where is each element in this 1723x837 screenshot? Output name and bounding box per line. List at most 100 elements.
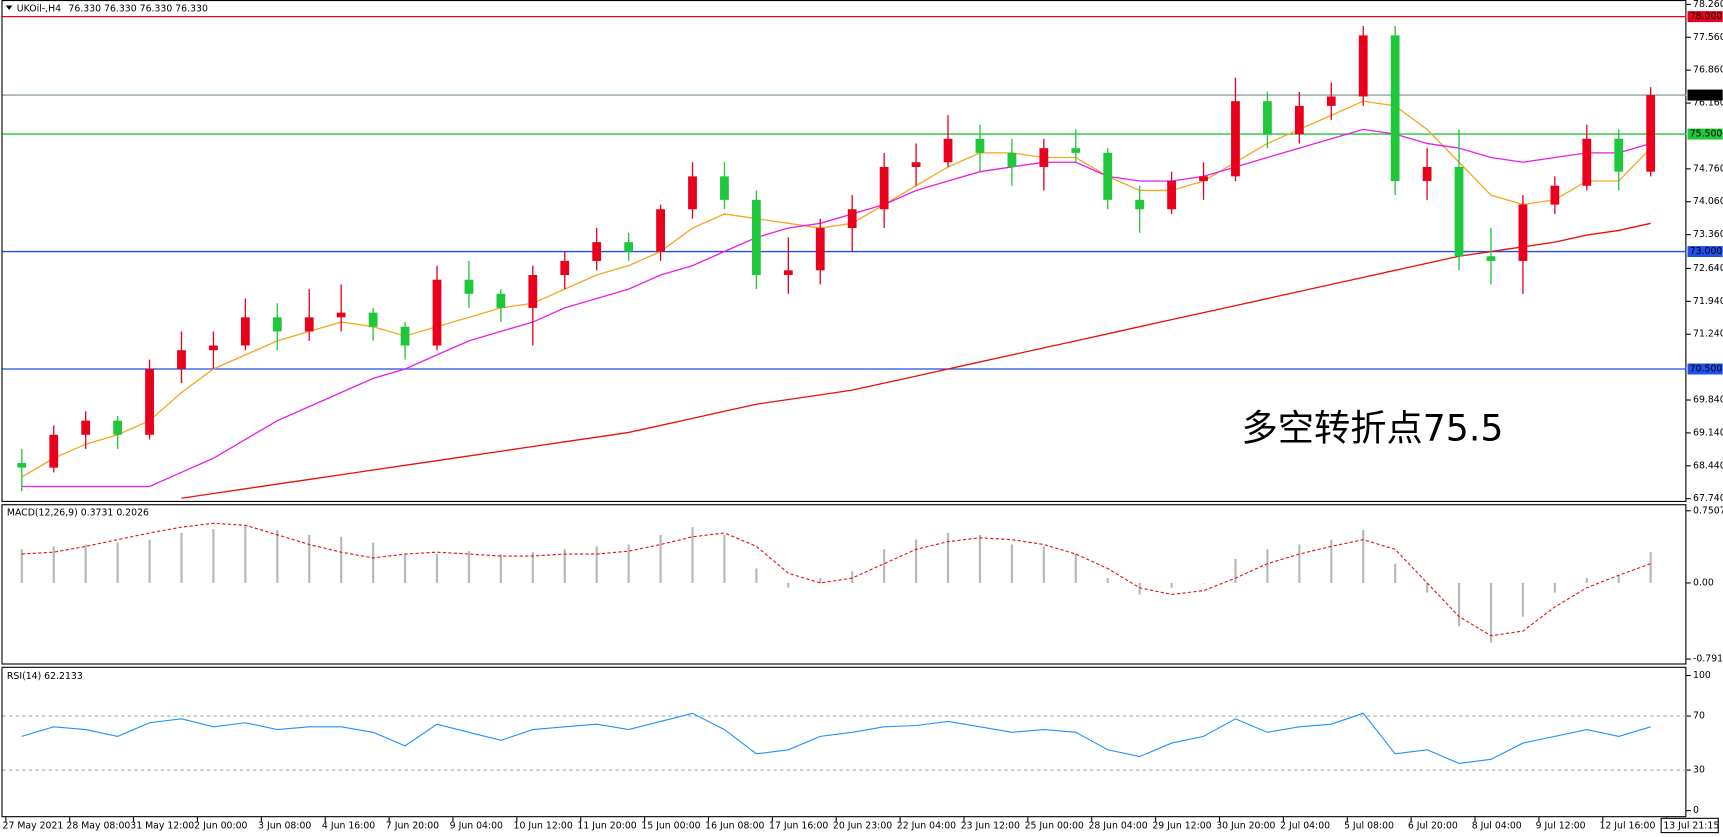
y-tick-label: 77.560 — [1693, 32, 1723, 43]
macd-bar — [180, 532, 183, 583]
macd-bar — [1266, 549, 1269, 583]
macd-bar — [244, 525, 247, 583]
symbol-menu-icon[interactable] — [5, 5, 13, 10]
level-label: 70.500 — [1690, 364, 1723, 375]
moving-average — [21, 100, 1652, 478]
x-tick-label: 6 Jul 20:00 — [1408, 821, 1458, 832]
x-tick-label: 2 Jul 04:00 — [1280, 821, 1330, 832]
macd-bar — [914, 539, 918, 583]
candle-body — [815, 228, 825, 271]
y-tick-label: 100 — [1693, 670, 1711, 681]
x-tick-label: 29 Jun 12:00 — [1152, 821, 1211, 832]
candle-body — [368, 312, 378, 327]
macd-bar — [1585, 578, 1588, 583]
macd-bar — [883, 549, 886, 583]
x-tick-label: 16 Jun 08:00 — [705, 821, 764, 832]
macd-signal — [21, 522, 1651, 637]
x-tick-label: 4 Jun 16:00 — [322, 821, 375, 832]
rsi-panel — [1, 666, 1687, 818]
macd-label: MACD(12,26,9) 0.3731 0.2026 — [7, 507, 149, 518]
macd-bar — [1457, 582, 1461, 627]
macd-bar — [84, 544, 87, 583]
x-tick-label: 3 Jun 08:00 — [258, 821, 311, 832]
candle-body — [1199, 176, 1208, 182]
macd-bar — [148, 539, 151, 583]
y-tick-label: 69.140 — [1693, 427, 1723, 438]
macd-bar — [499, 554, 502, 583]
candle-body — [1007, 152, 1017, 167]
quote: 76.330 76.330 76.330 76.330 — [68, 3, 208, 14]
macd-bar — [755, 568, 758, 583]
candle-body — [624, 242, 634, 252]
y-tick-label: 0 — [1693, 805, 1699, 816]
y-tick-label: 68.440 — [1693, 460, 1723, 471]
macd-bar — [946, 532, 950, 583]
macd-bar — [1106, 578, 1109, 583]
level-label: 73.000 — [1690, 246, 1723, 257]
macd-bar — [659, 534, 662, 583]
x-tick-label: 23 Jun 12:00 — [961, 821, 1020, 832]
x-tick-label: 22 Jun 04:00 — [897, 821, 956, 832]
candle-body — [847, 209, 857, 229]
candle-body — [720, 176, 729, 200]
candle-body — [496, 293, 506, 308]
x-tick-label: 15 Jun 00:00 — [641, 821, 700, 832]
macd-bar — [1362, 530, 1365, 583]
candle-body — [113, 420, 123, 435]
candle-body — [1422, 166, 1432, 182]
macd-bar — [851, 571, 854, 583]
y-tick-label: 69.840 — [1693, 395, 1723, 406]
candle-body — [400, 326, 410, 346]
candle-body — [656, 209, 665, 252]
x-tick-label: 28 May 08:00 — [66, 821, 130, 832]
moving-average — [21, 128, 1651, 488]
macd-bar — [340, 536, 343, 583]
candle-body — [688, 176, 697, 210]
annotation: 多空转折点75.5 — [1242, 407, 1504, 450]
x-tick-label: 31 May 12:00 — [130, 821, 194, 832]
x-tick-label: 17 Jun 16:00 — [769, 821, 828, 832]
x-tick-label: 20 Jun 23:00 — [833, 821, 892, 832]
macd-bar — [372, 542, 375, 583]
candle-body — [783, 270, 793, 276]
macd-bar — [1553, 582, 1556, 593]
candle-body — [1518, 204, 1528, 261]
macd-bar — [1330, 539, 1333, 583]
rsi-line — [21, 712, 1651, 764]
macd-bar — [1649, 552, 1652, 583]
candle-body — [240, 317, 250, 346]
x-tick-label: 12 Jul 16:00 — [1599, 821, 1655, 832]
macd-bar — [1617, 575, 1620, 583]
x-tick-label: 11 Jun 20:00 — [577, 821, 636, 832]
candle-body — [336, 312, 346, 318]
candle-body — [1646, 95, 1656, 172]
level-box — [1687, 11, 1723, 23]
x-tick-label: 5 Jul 08:00 — [1344, 821, 1394, 832]
x-tick-label: 10 Jun 12:00 — [514, 821, 573, 832]
candle-body — [1294, 105, 1304, 135]
macd-bar — [1426, 582, 1429, 593]
macd-bar — [627, 544, 630, 583]
candle-body — [1486, 256, 1496, 261]
candle-body — [943, 138, 953, 163]
macd-bar — [308, 534, 311, 583]
y-tick-label: 74.060 — [1693, 196, 1723, 207]
candle-body — [1135, 199, 1145, 210]
macd-bar — [787, 582, 790, 588]
macd-bar — [1234, 558, 1237, 583]
x-tick-label: 9 Jul 12:00 — [1536, 821, 1586, 832]
candle-body — [1358, 35, 1368, 97]
y-tick-label: 76.160 — [1693, 98, 1723, 109]
macd-bar — [1042, 546, 1045, 583]
candle-body — [879, 166, 889, 210]
candle-body — [49, 434, 59, 468]
macd-bar — [435, 554, 439, 583]
candle-body — [145, 369, 154, 435]
x-tick-label: 25 Jun 00:00 — [1025, 821, 1084, 832]
macd-bar — [1074, 554, 1077, 583]
candle-body — [560, 260, 570, 276]
macd-bar — [563, 549, 566, 583]
candle-body — [464, 279, 474, 294]
macd-bar — [1489, 582, 1493, 643]
